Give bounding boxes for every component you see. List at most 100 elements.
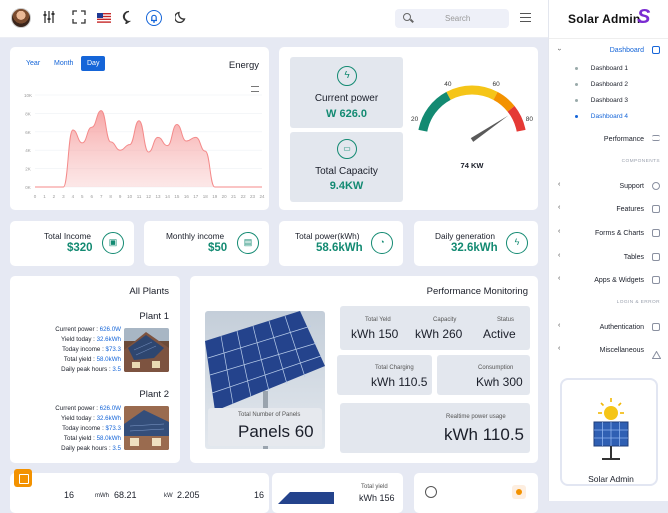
y-tick-label: 2K [25, 167, 31, 172]
status-value: Active [483, 327, 516, 341]
chart-icon [652, 229, 660, 237]
current-power-box: ϟ Current power W 626.0 [290, 57, 403, 128]
us-flag-icon[interactable] [96, 10, 112, 26]
tab-day[interactable]: Day [81, 56, 106, 71]
realtime-usage-value: kWh 110.5 [444, 425, 525, 444]
current-power-title: Current power [314, 93, 379, 104]
clock-icon [425, 486, 437, 498]
x-tick-label: 12 [146, 194, 152, 199]
solar-panel-thumb [278, 492, 334, 504]
stat-value: $320 [67, 242, 93, 254]
sidebar-item-authentication[interactable]: Authentication [599, 324, 644, 331]
energy-series-line [35, 110, 262, 188]
yield-capacity-status-box: Total Yeld kWh 150 Capacity kWh 260 Stat… [340, 306, 530, 350]
bottom-yield-card: Total yield kWh 156 [272, 473, 403, 513]
y-tick-label: 6K [25, 130, 31, 135]
panels-count-box: Total Number of Panels Panels 60 [208, 408, 322, 446]
stat-value: $50 [208, 242, 228, 254]
plant-row: Current power : 626.0W [55, 405, 121, 412]
gauge-band-green [418, 91, 451, 132]
chat-icon[interactable] [121, 10, 137, 26]
x-tick-label: 5 [81, 194, 84, 199]
bottom-stat-b-unit: mWh [95, 493, 109, 499]
tab-year[interactable]: Year [26, 60, 41, 67]
capacity-value: kWh 260 [415, 327, 463, 341]
x-tick-label: 23 [250, 194, 256, 199]
x-tick-label: 18 [203, 194, 209, 199]
sidebar-subitem-dashboard-4[interactable]: Dashboard 4 [590, 113, 628, 120]
bottom-stat-a: 16 [64, 490, 75, 500]
fullscreen-icon[interactable] [71, 10, 87, 26]
stat-card-total-income: Total Income $320 ▣ [10, 221, 134, 266]
plant-name: Plant 2 [139, 389, 169, 400]
bullet-icon [575, 83, 578, 86]
sidebar-item-dashboard[interactable]: Dashboard [609, 47, 644, 54]
lightning-icon: ϟ [506, 232, 528, 254]
chart-menu-icon[interactable] [251, 86, 259, 92]
brand-logo-icon: S [637, 6, 651, 28]
status-label: Status [497, 317, 515, 323]
gauge-band-orange [493, 91, 515, 112]
sidebar-section-login-error: LOGIN & ERROR [616, 300, 660, 305]
total-capacity-box: ▭ Total Capacity 9.4KW [290, 132, 403, 202]
notification-bell-icon[interactable] [146, 10, 162, 26]
lightning-icon: ϟ [337, 66, 357, 86]
x-tick-label: 3 [62, 194, 65, 199]
x-tick-label: 19 [212, 194, 218, 199]
tab-month[interactable]: Month [54, 60, 74, 67]
plant-2-image [124, 406, 169, 450]
search-input[interactable]: Search [395, 9, 509, 28]
plant-row: Yield today : 32.6kWh [61, 336, 121, 343]
sidebar-section-components: COMPONENTS [621, 159, 660, 164]
chevron-icon: ‹ [558, 275, 561, 282]
sidebar-item-apps-widgets[interactable]: Apps & Widgets [594, 277, 644, 284]
total-yield-value: kWh 150 [351, 327, 399, 341]
plant-row: Total yield : 58.0kWh [63, 435, 121, 442]
wallet-icon: ▣ [102, 232, 124, 254]
stat-card-monthly-income: Monthly income $50 ▤ [144, 221, 269, 266]
sidebar-subitem-dashboard-2[interactable]: Dashboard 2 [590, 81, 628, 88]
y-tick-label: 0K [25, 185, 31, 190]
total-charging-label: Total Charging [375, 365, 414, 371]
sidebar-item-performance[interactable]: Performance [603, 136, 644, 143]
current-power-value: W 626.0 [326, 108, 367, 120]
chevron-icon: ‹ [558, 181, 561, 188]
consumption-value: Kwh 300 [476, 375, 523, 389]
bullet-icon [575, 67, 578, 70]
avatar[interactable] [11, 8, 31, 28]
sidebar: Solar Admin S › Dashboard Dashboard 1 Da… [548, 0, 668, 501]
gauge-tick-label: 40 [444, 81, 452, 88]
power-gauge: 20 40 60 80 74 KW [411, 81, 533, 170]
chevron-icon: ‹ [558, 322, 561, 329]
sidebar-item-support[interactable]: Support [619, 183, 644, 190]
gauge-tick-label: 20 [411, 116, 419, 123]
sidebar-subitem-dashboard-1[interactable]: Dashboard 1 [590, 65, 628, 72]
settings-float-button[interactable] [14, 469, 32, 487]
sidebar-item-tables[interactable]: Tables [623, 254, 644, 261]
stat-value: 58.6kWh [316, 242, 363, 254]
sliders-icon[interactable] [41, 10, 57, 26]
total-yield-label: Total Yeld [365, 317, 391, 323]
sidebar-item-forms-charts[interactable]: Forms & Charts [594, 230, 644, 237]
moon-icon[interactable] [173, 10, 189, 26]
performance-title: Performance Monitoring [426, 286, 528, 297]
solar-panel-sun-icon [593, 398, 629, 460]
warning-icon [651, 346, 662, 359]
plant-1-image [124, 328, 169, 372]
energy-area [35, 110, 262, 187]
sidebar-subitem-dashboard-3[interactable]: Dashboard 3 [590, 97, 628, 104]
realtime-usage-label: Realtime power usage [446, 414, 506, 420]
top-bar: Search [0, 0, 548, 38]
sidebar-item-miscellaneous[interactable]: Miscellaneous [599, 347, 644, 354]
grid-icon [652, 276, 660, 284]
stat-label: Daily generation [435, 231, 495, 241]
sidebar-item-features[interactable]: Features [616, 206, 644, 213]
total-charging-box: Total Charging kWh 110.5 [337, 355, 432, 395]
x-tick-label: 14 [165, 194, 171, 199]
energy-title: Energy [228, 60, 259, 71]
battery-icon: ▭ [337, 139, 357, 159]
sidebar-promo-card: Solar Admin [560, 378, 658, 486]
search-placeholder: Search [445, 14, 471, 23]
x-tick-label: 22 [241, 194, 247, 199]
menu-icon[interactable] [520, 13, 531, 22]
